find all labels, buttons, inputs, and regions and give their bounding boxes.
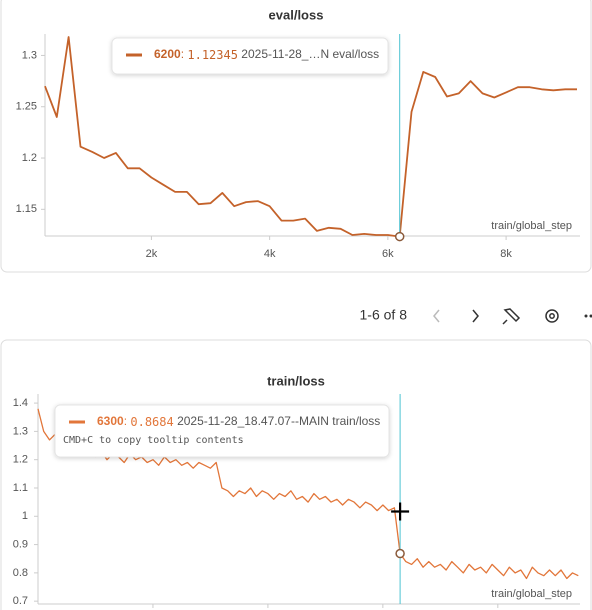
x-axis-title: train/global_step	[491, 588, 572, 600]
cursor	[391, 502, 410, 521]
y-tick-label: 1.2	[22, 152, 37, 164]
hover-point	[394, 231, 405, 242]
tooltip	[54, 404, 390, 458]
y-tick-label: 1.25	[16, 101, 37, 113]
chart: eval/loss 1.15 1.2 1.25 1.3 2k 4k 6k 8k train/glo…	[16, 7, 580, 260]
prev-button[interactable]	[433, 309, 440, 323]
settings-button[interactable]	[545, 309, 559, 323]
tooltip-hint: CMD+C to copy tooltip contents	[63, 435, 244, 446]
tooltip-run: 2025-11-28_…N eval/loss	[241, 47, 379, 61]
tooltip-value: 1.12345	[187, 48, 238, 62]
tooltip	[111, 37, 389, 75]
y-tick-label: 1.2	[13, 454, 28, 466]
tooltip-value: 0.8684	[130, 415, 173, 429]
chart-title: train/loss	[267, 373, 325, 388]
y-tick-label: 1.4	[13, 397, 28, 409]
tooltip-row: 6200: 1.12345 2025-11-28_…N eval/loss	[154, 47, 379, 61]
pagination: 1-6 of 8	[360, 307, 408, 323]
tooltip-run: 2025-11-28_18.47.07--MAIN train/loss	[177, 414, 380, 428]
more-button[interactable]	[584, 314, 592, 318]
x-tick-label: 6k	[382, 248, 394, 260]
tooltip-step: 6300	[97, 414, 124, 428]
y-tick-label: 1.1	[13, 482, 28, 494]
x-tick-label: 2k	[146, 248, 158, 260]
x-tick-label: 8k	[500, 248, 512, 260]
chart: train/loss 0.7 0.8 0.9 1 1.1 1.2 1.3 1.4 train/gl…	[13, 373, 580, 608]
hover-point	[395, 548, 405, 559]
chart-title: eval/loss	[269, 7, 324, 22]
tooltip-separator: :	[181, 47, 188, 61]
x-axis-title: train/global_step	[491, 220, 572, 232]
y-tick-label: 1.3	[13, 425, 28, 437]
data-line	[44, 36, 577, 238]
x-tick-label: 4k	[264, 248, 276, 260]
y-tick-label: 1	[22, 510, 28, 522]
tooltip-step: 6200	[154, 47, 181, 61]
y-tick-label: 1.3	[22, 49, 37, 61]
y-tick-label: 0.7	[13, 595, 28, 607]
y-tick-label: 1.15	[16, 203, 37, 215]
pin-button[interactable]	[502, 308, 521, 325]
y-tick-label: 0.8	[13, 567, 28, 579]
tooltip-separator: :	[124, 414, 131, 428]
y-tick-label: 0.9	[13, 538, 28, 550]
next-button[interactable]	[472, 309, 479, 323]
tooltip-row: 6300: 0.8684 2025-11-28_18.47.07--MAIN t…	[97, 414, 380, 428]
